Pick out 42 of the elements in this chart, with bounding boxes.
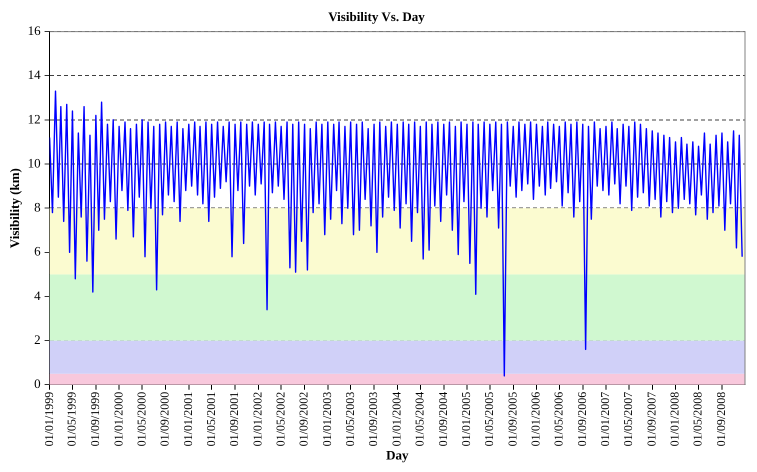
y-tick-label: 0 <box>34 376 41 392</box>
x-tick-label: 01/09/2008 <box>714 392 728 446</box>
y-axis-title: Visibility (km) <box>7 168 22 248</box>
x-tick-label: 01/05/2008 <box>690 392 705 446</box>
x-tick-label: 01/09/2006 <box>574 392 589 446</box>
y-tick-label: 14 <box>28 67 42 82</box>
x-tick-label: 01/01/2004 <box>389 392 404 446</box>
x-tick-label: 01/05/2004 <box>412 392 426 446</box>
x-tick-label: 01/05/1999 <box>64 392 79 446</box>
x-tick-label: 01/05/2002 <box>273 392 288 446</box>
chart-title: Visibility Vs. Day <box>328 9 426 24</box>
x-tick-label: 01/09/2004 <box>436 392 450 446</box>
x-tick-label: 01/01/2005 <box>459 392 474 446</box>
x-tick-label: 01/09/2005 <box>505 392 520 446</box>
y-tick-label: 2 <box>34 332 41 348</box>
y-tick-label: 4 <box>34 288 42 303</box>
x-tick-label: 01/05/2005 <box>482 392 496 446</box>
x-tick-label: 01/01/2003 <box>320 392 334 446</box>
x-tick-label: 01/01/2001 <box>180 392 195 446</box>
x-tick-label: 01/01/2002 <box>250 392 264 446</box>
x-tick-label: 01/01/2007 <box>598 392 612 446</box>
x-tick-label: 01/09/1999 <box>88 392 102 446</box>
y-tick-label: 12 <box>28 111 41 126</box>
x-tick-label: 01/05/2006 <box>552 392 566 446</box>
x-tick-label: 01/01/2000 <box>111 392 126 446</box>
x-tick-label: 01/09/2007 <box>644 392 658 446</box>
y-tick-label: 8 <box>34 200 41 215</box>
x-tick-label: 01/05/2003 <box>342 392 357 446</box>
x-tick-label: 01/09/2001 <box>227 392 242 446</box>
x-tick-label: 01/01/2008 <box>668 392 682 446</box>
x-tick-label: 01/05/2000 <box>134 392 148 446</box>
x-tick-label: 01/09/2000 <box>158 392 172 446</box>
x-tick-label: 01/01/2006 <box>528 392 543 446</box>
y-tick-label: 16 <box>28 23 42 38</box>
x-tick-label: 01/09/2002 <box>296 392 311 446</box>
x-tick-label: 01/01/1999 <box>42 392 56 446</box>
x-tick-label: 01/09/2003 <box>366 392 380 446</box>
y-tick-label: 10 <box>28 155 41 170</box>
x-tick-label: 01/05/2001 <box>204 392 218 446</box>
y-tick-label: 6 <box>34 244 42 259</box>
x-axis-title: Day <box>386 448 409 463</box>
x-tick-label: 01/05/2007 <box>621 392 635 446</box>
